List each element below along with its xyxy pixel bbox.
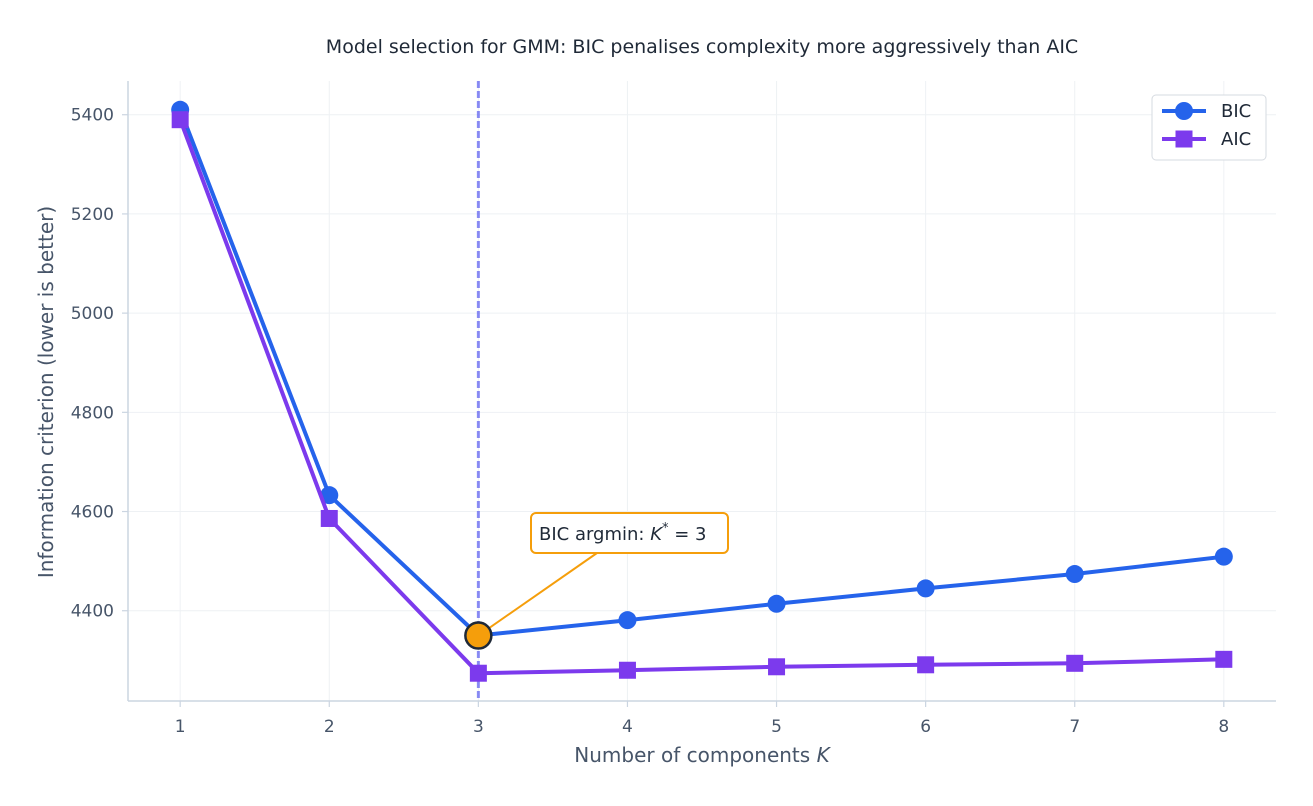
y-axis-label: Information criterion (lower is better) <box>34 206 58 578</box>
x-tick-label: 4 <box>622 717 633 737</box>
bic-line <box>178 109 1225 638</box>
bic-point <box>767 594 786 613</box>
x-tick-label: 1 <box>175 717 186 737</box>
x-tick-label: 3 <box>473 717 484 737</box>
aic-point <box>1215 650 1233 668</box>
y-ticks: 4400 4600 4800 5000 5200 5400 <box>71 106 128 622</box>
x-tick-label: 5 <box>771 717 782 737</box>
legend: BIC AIC <box>1151 94 1267 161</box>
x-tick-label: 2 <box>324 717 335 737</box>
bic-point <box>1214 547 1233 566</box>
bic-point <box>320 486 339 505</box>
axes <box>127 81 1276 702</box>
aic-line <box>178 118 1224 676</box>
series <box>171 100 1233 682</box>
y-tick-label: 5400 <box>71 106 114 126</box>
y-tick-label: 4400 <box>71 602 114 622</box>
annotation-arrow <box>477 552 598 637</box>
bic-point <box>916 579 935 598</box>
y-tick-label: 5000 <box>71 304 114 324</box>
legend-aic-marker <box>1175 130 1193 148</box>
aic-point <box>1066 654 1084 672</box>
y-tick-label: 4600 <box>71 503 114 523</box>
grid <box>128 81 1276 701</box>
aic-point <box>320 509 338 527</box>
annotation: BIC argmin: K* = 3 <box>464 512 729 650</box>
y-tick-label: 5200 <box>71 205 114 225</box>
aic-point <box>917 656 935 674</box>
annotation-box <box>530 512 729 554</box>
annotation-text: BIC argmin: K* = 3 <box>539 521 707 545</box>
legend-bic-label: BIC <box>1221 101 1251 122</box>
aic-point <box>618 661 636 679</box>
x-axis-label: Number of components K <box>574 743 831 767</box>
x-tick-label: 6 <box>920 717 931 737</box>
legend-aic-label: AIC <box>1221 129 1251 150</box>
aic-point <box>469 664 487 682</box>
aic-point <box>768 658 786 676</box>
bic-argmin-highlight-point <box>464 621 493 650</box>
chart-title: Model selection for GMM: BIC penalises c… <box>326 36 1078 58</box>
legend-bic-marker <box>1175 102 1193 120</box>
x-tick-label: 7 <box>1069 717 1080 737</box>
x-ticks: 1 2 3 4 5 6 7 8 <box>175 701 1229 737</box>
bic-point <box>1065 565 1084 584</box>
bic-point <box>618 611 637 630</box>
y-tick-label: 4800 <box>71 403 114 423</box>
aic-point <box>171 111 189 129</box>
x-tick-label: 8 <box>1218 717 1229 737</box>
